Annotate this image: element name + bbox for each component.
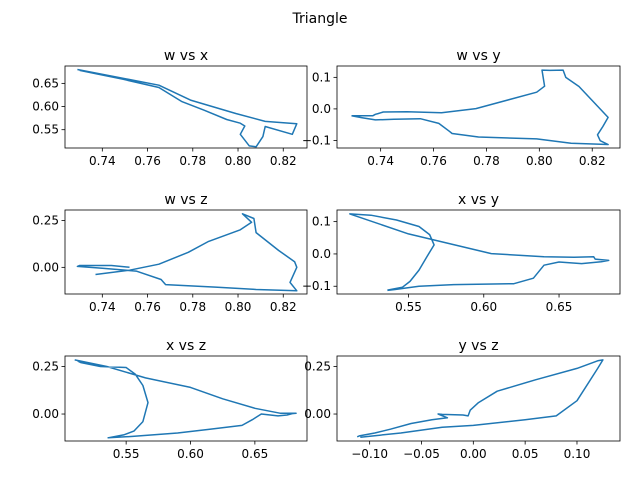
x-tick-label: 0.65 <box>546 300 573 314</box>
x-tick-label: 0.60 <box>470 300 497 314</box>
x-tick-label: 0.78 <box>473 154 500 168</box>
x-tick-label: 0.74 <box>89 300 116 314</box>
axes-frame <box>336 355 621 442</box>
x-tick-label: 0.82 <box>579 154 606 168</box>
x-tick-label: 0.60 <box>177 447 204 461</box>
x-tick-label: 0.00 <box>460 447 487 461</box>
x-tick-label: 0.55 <box>113 447 140 461</box>
y-tick-label: 0.00 <box>32 407 59 421</box>
series-line <box>77 68 298 148</box>
x-tick-label: 0.76 <box>420 154 447 168</box>
subplot-6: y vs z −0.10 −0.05 0.00 0.05 0.10 0.00 0.25 <box>304 338 621 461</box>
series-line <box>351 69 609 146</box>
axes-frame <box>64 65 308 149</box>
y-tick-label: 0.00 <box>32 260 59 274</box>
y-tick-label: 0.25 <box>304 360 331 374</box>
y-tick-label: 0.60 <box>32 100 59 114</box>
x-tick-label: 0.82 <box>270 300 297 314</box>
x-tick-label: 0.76 <box>134 300 161 314</box>
subplot-title: w vs z <box>164 192 207 208</box>
x-tick-label: 0.74 <box>89 154 116 168</box>
x-tick-label: 0.65 <box>242 447 269 461</box>
subplot-title: w vs x <box>164 48 208 64</box>
subplot-5: x vs z 0.55 0.60 0.65 0.00 0.25 <box>32 338 308 461</box>
axes-frame <box>64 209 308 295</box>
x-tick-label: 0.80 <box>225 154 252 168</box>
series-line <box>356 359 604 438</box>
y-tick-label: 0.0 <box>312 247 331 261</box>
subplot-3: w vs z 0.74 0.76 0.78 0.80 0.82 0.00 0.25 <box>32 192 308 314</box>
y-tick-label: 0.25 <box>32 213 59 227</box>
x-tick-label: 0.80 <box>526 154 553 168</box>
series-line <box>74 359 297 439</box>
axes-frame <box>336 209 621 295</box>
y-tick-label: 0.65 <box>32 76 59 90</box>
x-tick-label: 0.05 <box>512 447 539 461</box>
axes-frame <box>336 65 621 149</box>
y-tick-label: −0.1 <box>302 133 331 147</box>
x-tick-label: 0.78 <box>179 154 206 168</box>
subplot-title: x vs y <box>458 192 499 208</box>
y-tick-label: 0.1 <box>312 215 331 229</box>
subplot-1: w vs x 0.74 0.76 0.78 0.80 0.82 0.55 0.60 0.65 <box>32 48 308 168</box>
subplot-grid: w vs x0.74 0.76 0.78 0.80 0.820.550.600.65w … <box>32 48 621 461</box>
y-tick-label: 0.0 <box>312 102 331 116</box>
subplot-2: w vs y 0.74 0.76 0.78 0.80 0.82 −0.1 0.0 0.1 <box>302 48 621 168</box>
x-tick-label: 0.10 <box>564 447 591 461</box>
y-tick-label: 0.55 <box>32 123 59 137</box>
subplot-4: x vs y 0.55 0.60 0.65 −0.1 0.0 0.1 <box>302 192 621 314</box>
y-tick-label: 0.1 <box>312 70 331 84</box>
series-line <box>76 213 298 292</box>
x-tick-label: 0.82 <box>270 154 297 168</box>
subplot-title: x vs z <box>166 338 206 354</box>
x-tick-label: 0.78 <box>179 300 206 314</box>
x-tick-label: 0.55 <box>395 300 422 314</box>
series-line <box>349 213 610 292</box>
x-tick-label: −0.10 <box>351 447 388 461</box>
subplot-title: w vs y <box>456 48 500 64</box>
figure-title: Triangle <box>292 11 348 27</box>
y-tick-label: 0.00 <box>304 407 331 421</box>
x-tick-label: 0.74 <box>367 154 394 168</box>
subplot-title: y vs z <box>458 338 498 354</box>
y-tick-label: 0.25 <box>32 360 59 374</box>
x-tick-label: 0.80 <box>225 300 252 314</box>
y-tick-label: −0.1 <box>302 279 331 293</box>
axes-frame <box>64 355 308 442</box>
x-tick-label: −0.05 <box>403 447 440 461</box>
x-tick-label: 0.76 <box>134 154 161 168</box>
